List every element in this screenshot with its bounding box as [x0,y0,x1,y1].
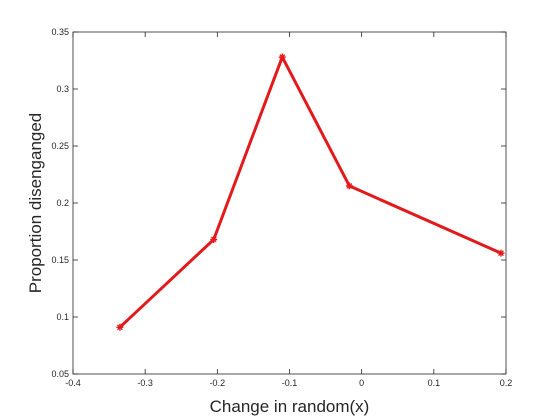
x-axis-label: Change in random(x) [210,397,370,416]
data-point [278,53,286,61]
series-markers [116,53,505,331]
y-tick-label: 0.1 [56,312,69,322]
axis-ticks [72,31,507,375]
x-tick-label: 0.2 [500,378,513,388]
y-tick-label: 0.3 [56,84,69,94]
y-axis-label: Proportion disenganged [26,113,45,294]
data-point [345,182,353,190]
y-tick-label: 0.2 [56,198,69,208]
data-point [497,249,505,257]
x-tick-label: -0.2 [210,378,226,388]
x-tick-label: -0.1 [282,378,298,388]
y-tick-label: 0.25 [51,141,69,151]
data-point [210,235,218,243]
plot-area [72,31,507,375]
x-tick-label: -0.3 [137,378,153,388]
x-tick-label: 0 [359,378,364,388]
y-tick-labels: 0.05 0.1 0.15 0.2 0.25 0.3 0.35 [51,27,69,379]
x-tick-labels: -0.4 -0.3 -0.2 -0.1 0 0.1 0.2 [65,378,512,388]
y-tick-label: 0.35 [51,27,69,37]
data-point [116,323,124,331]
x-tick-label: 0.1 [428,378,441,388]
y-tick-label: 0.05 [51,369,69,379]
x-tick-label: -0.4 [65,378,81,388]
y-tick-label: 0.15 [51,255,69,265]
